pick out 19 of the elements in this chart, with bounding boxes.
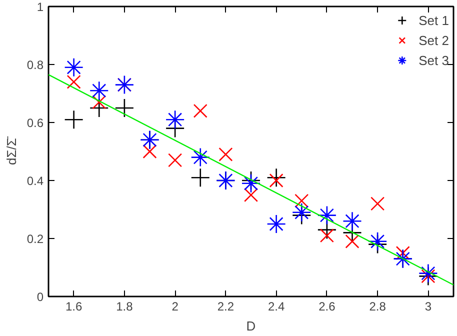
x-tick-label: 3 [424,300,432,314]
y-tick-label: 0.4 [26,174,44,188]
y-tick-label: 0 [36,290,44,304]
legend-label: Set 2 [418,32,449,48]
legend-label: Set 3 [418,52,449,68]
x-axis-title: D [246,318,256,334]
x-tick-label: 2.2 [217,300,234,314]
x-tick-label: 2 [172,300,179,314]
x-tick-label: 2.8 [369,300,386,314]
x-tick-label: 2.6 [318,300,336,314]
x-tick-label: 2.4 [268,300,285,314]
x-tick-label: 1.6 [65,300,82,314]
y-tick-label: 1 [36,0,44,14]
legend-label: Set 1 [418,12,449,28]
x-tick-label: 1.8 [116,300,134,314]
y-tick-label: 0.8 [26,58,44,72]
y-tick-label: 0.2 [26,232,44,246]
y-tick-label: 0.6 [26,116,44,130]
y-axis-title: dΣ/Σ̄ [4,136,19,165]
